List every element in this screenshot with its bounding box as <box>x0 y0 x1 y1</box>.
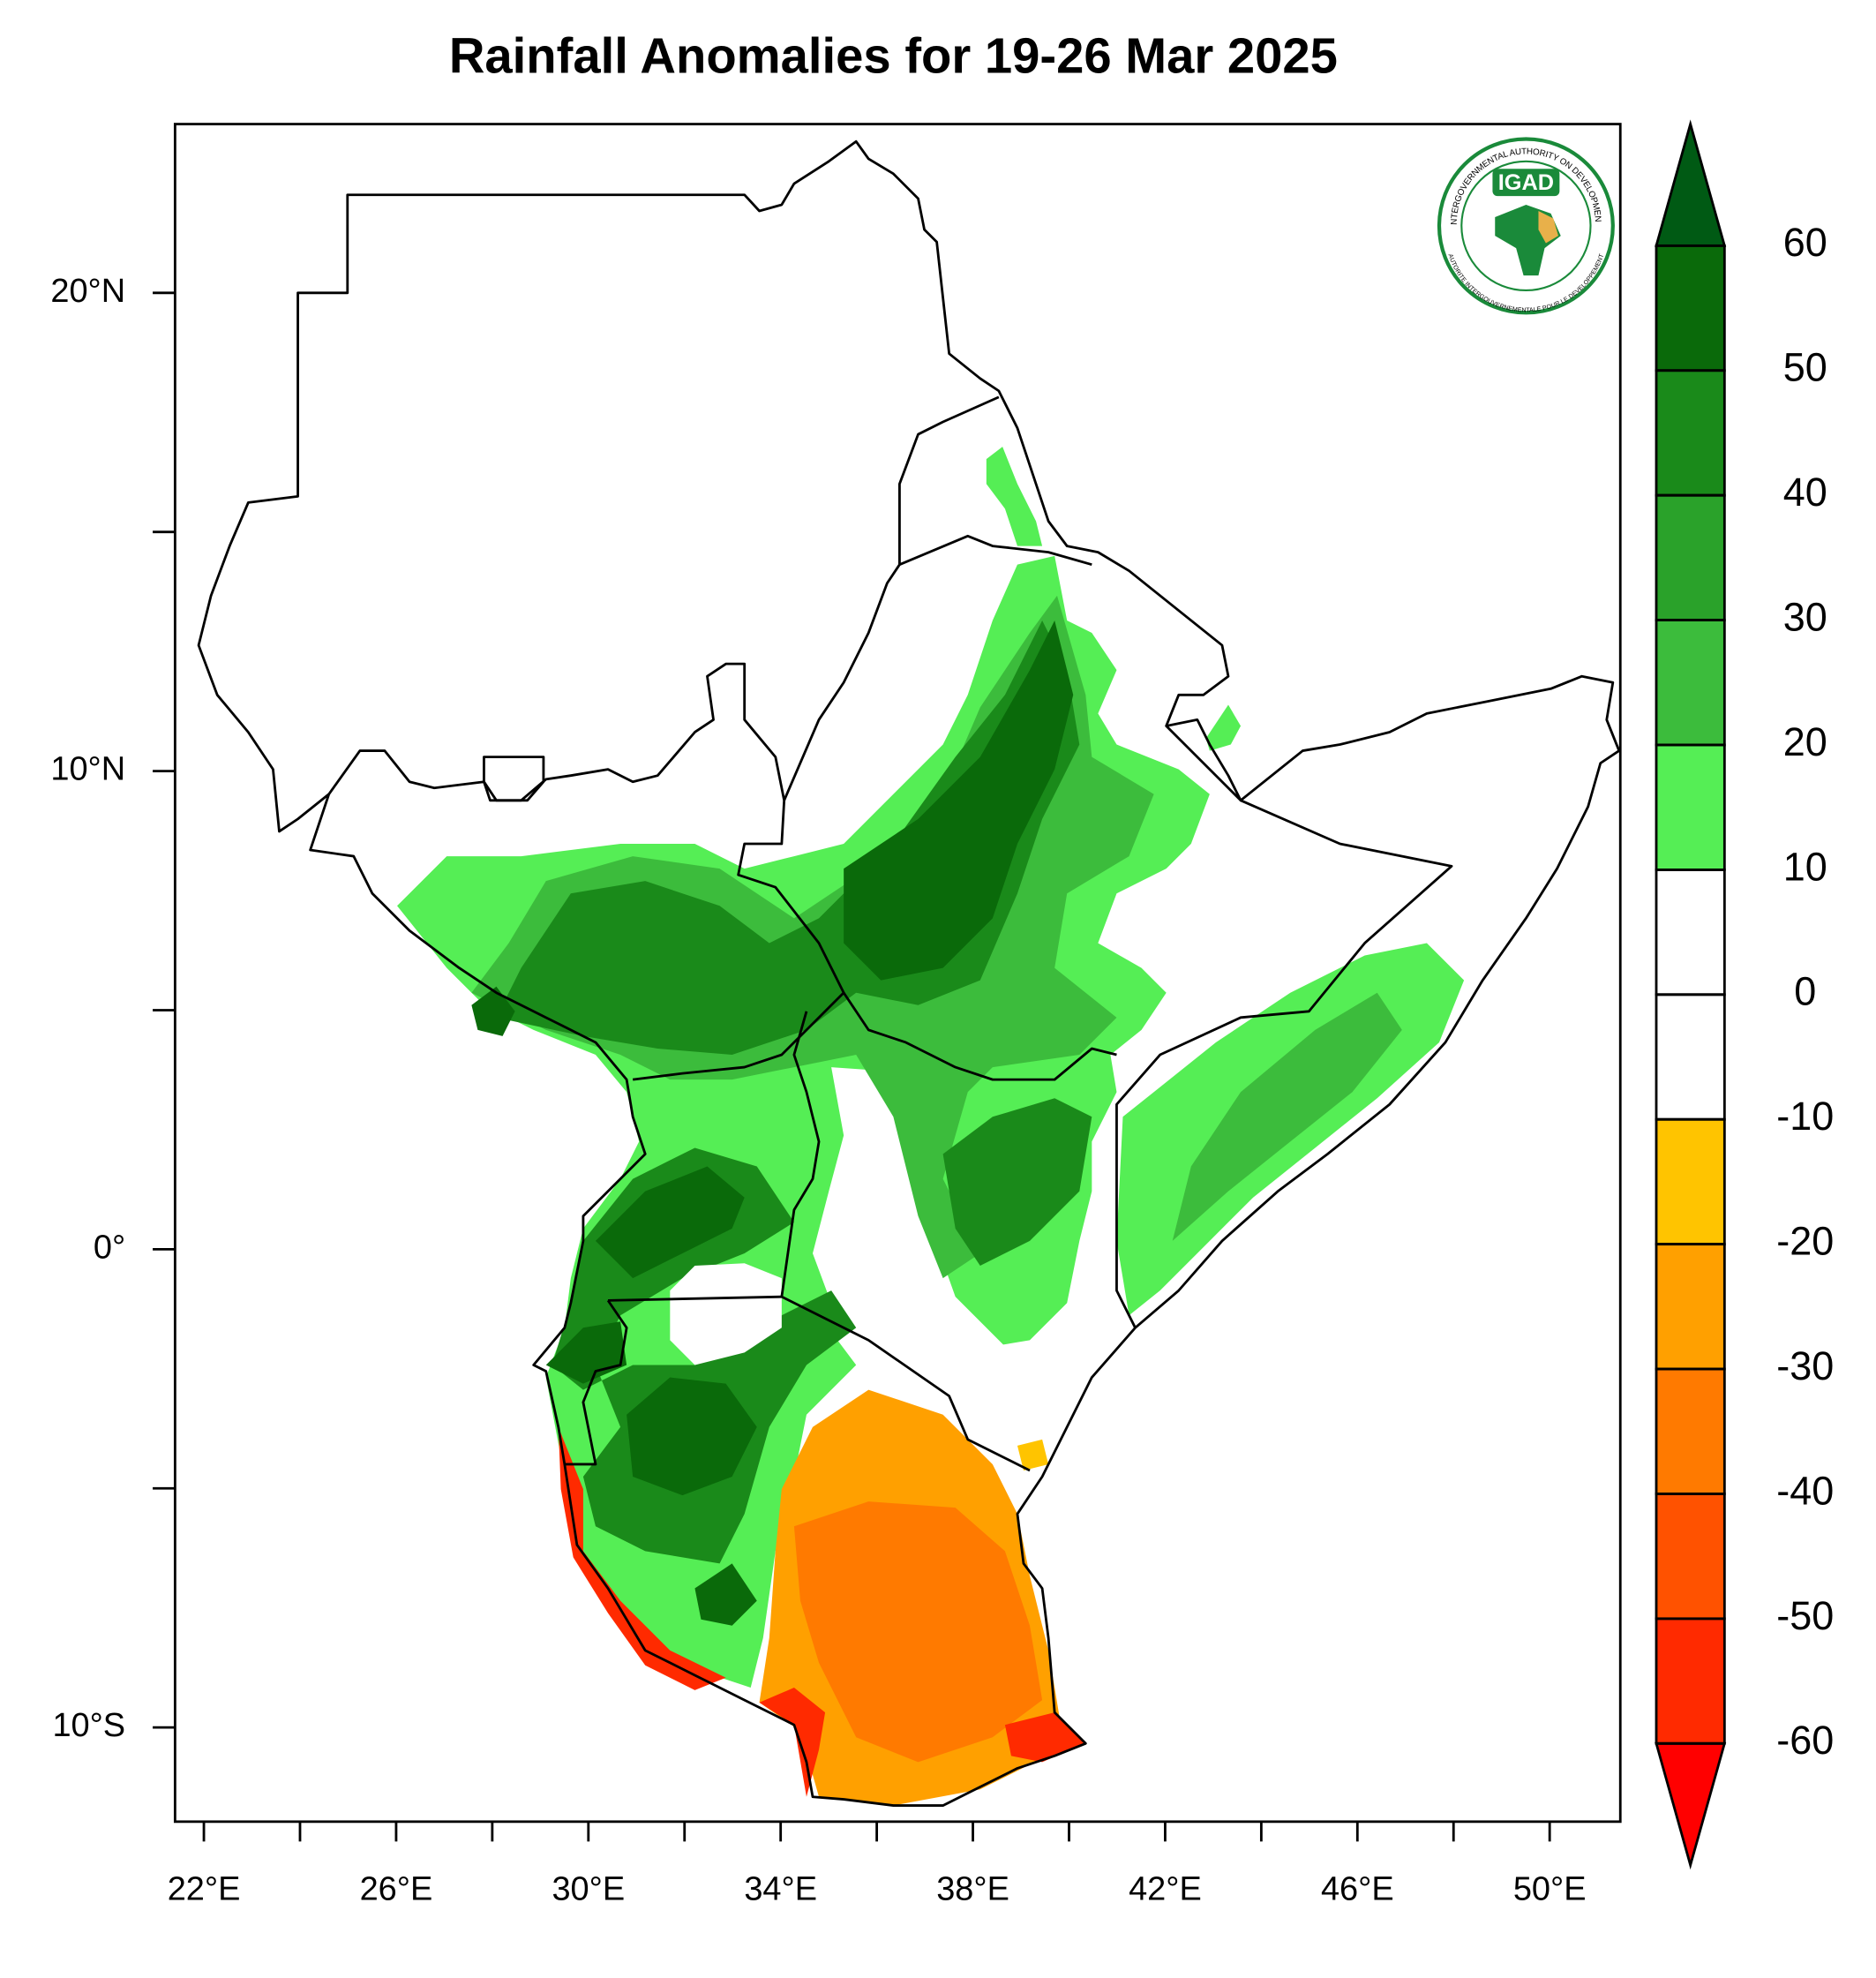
anomaly-50-60 <box>694 1563 757 1626</box>
colorbar-label: 0 <box>1794 969 1816 1014</box>
logo-name: IGAD <box>1498 170 1554 195</box>
anomaly-neg-30-40 <box>793 1501 1043 1763</box>
colorbar-label: -10 <box>1776 1094 1834 1139</box>
colorbar-label: -50 <box>1776 1593 1834 1638</box>
map-title: Rainfall Anomalies for 19-26 Mar 2025 <box>449 27 1338 83</box>
anomaly-30-40 <box>942 1098 1092 1267</box>
colorbar-label: -20 <box>1776 1219 1834 1264</box>
country-border <box>898 534 1092 567</box>
colorbar-box <box>1655 1117 1726 1246</box>
colorbar-triangle-top <box>1655 119 1727 247</box>
colorbar-label: 50 <box>1783 345 1827 390</box>
country-border <box>783 395 1000 801</box>
x-tick-label: 38°E <box>936 1871 1009 1908</box>
colorbar-box <box>1655 369 1726 497</box>
colorbar-box <box>1655 619 1726 747</box>
lake-victoria <box>670 1263 782 1365</box>
colorbar-box <box>1655 244 1726 372</box>
colorbar-box <box>1655 493 1726 622</box>
colorbar-box <box>1655 993 1726 1121</box>
x-tick-label: 46°E <box>1321 1871 1394 1908</box>
x-tick-label: 50°E <box>1513 1871 1587 1908</box>
x-tick-label: 22°E <box>168 1871 241 1908</box>
coastline <box>197 139 1621 1807</box>
logo-inner-ring <box>1460 160 1592 292</box>
colorbar-box <box>1655 1367 1726 1495</box>
map-frame <box>173 123 1622 1824</box>
anomaly-50-60 <box>627 1377 757 1496</box>
colorbar-label: 60 <box>1783 220 1827 265</box>
y-tick-label: 10°N <box>50 751 125 788</box>
anomaly-10-20 <box>986 447 1043 546</box>
y-tick-label: 20°N <box>50 273 125 310</box>
country-border <box>842 991 1117 1081</box>
x-tick-label: 42°E <box>1129 1871 1202 1908</box>
logo-badge <box>1492 169 1560 197</box>
y-tick-label: 10°S <box>52 1707 125 1744</box>
colorbar: 60 50 40 30 20 10 0 -10 -20 -30 -40 -50 -60 <box>1655 119 1834 1870</box>
colorbar-box <box>1655 1243 1726 1371</box>
y-tick-label: 0° <box>94 1229 125 1266</box>
anomaly-20-30 <box>1172 992 1402 1241</box>
country-border <box>564 1299 628 1466</box>
colorbar-label: 30 <box>1783 594 1827 639</box>
country-border <box>483 756 545 802</box>
colorbar-label: 10 <box>1783 844 1827 889</box>
anomaly-50-60 <box>471 986 515 1036</box>
colorbar-box <box>1655 743 1726 871</box>
colorbar-label: 40 <box>1783 470 1827 515</box>
anomaly-50-60 <box>595 1166 745 1279</box>
anomaly-10-20 <box>1205 704 1242 751</box>
colorbar-label: 20 <box>1783 719 1827 764</box>
anomaly-neg-10-20 <box>1017 1439 1049 1470</box>
colorbar-label: -30 <box>1776 1343 1834 1388</box>
x-tick-label: 34°E <box>744 1871 817 1908</box>
x-tick-label: 30°E <box>552 1871 625 1908</box>
country-border <box>1115 725 1453 1328</box>
colorbar-box <box>1655 869 1726 997</box>
country-border <box>780 1011 1031 1472</box>
logo-igad-region <box>1538 211 1558 244</box>
country-border <box>608 1295 782 1302</box>
colorbar-triangle-bottom <box>1655 1741 1727 1870</box>
axes: 22°E 26°E 30°E 34°E 38°E 42°E 46°E 50°E 20°N 10°N… <box>50 273 1586 1908</box>
colorbar-box <box>1655 1617 1726 1745</box>
colorbar-label: -60 <box>1776 1718 1834 1763</box>
anomaly-neg-50-60 <box>558 1426 726 1690</box>
map-layers <box>197 139 1621 1807</box>
colorbar-label: -40 <box>1776 1468 1834 1513</box>
colorbar-box <box>1655 1493 1726 1621</box>
x-tick-label: 26°E <box>360 1871 433 1908</box>
anomaly-0-10 <box>813 1067 1055 1452</box>
anomaly-50-60 <box>844 620 1074 981</box>
